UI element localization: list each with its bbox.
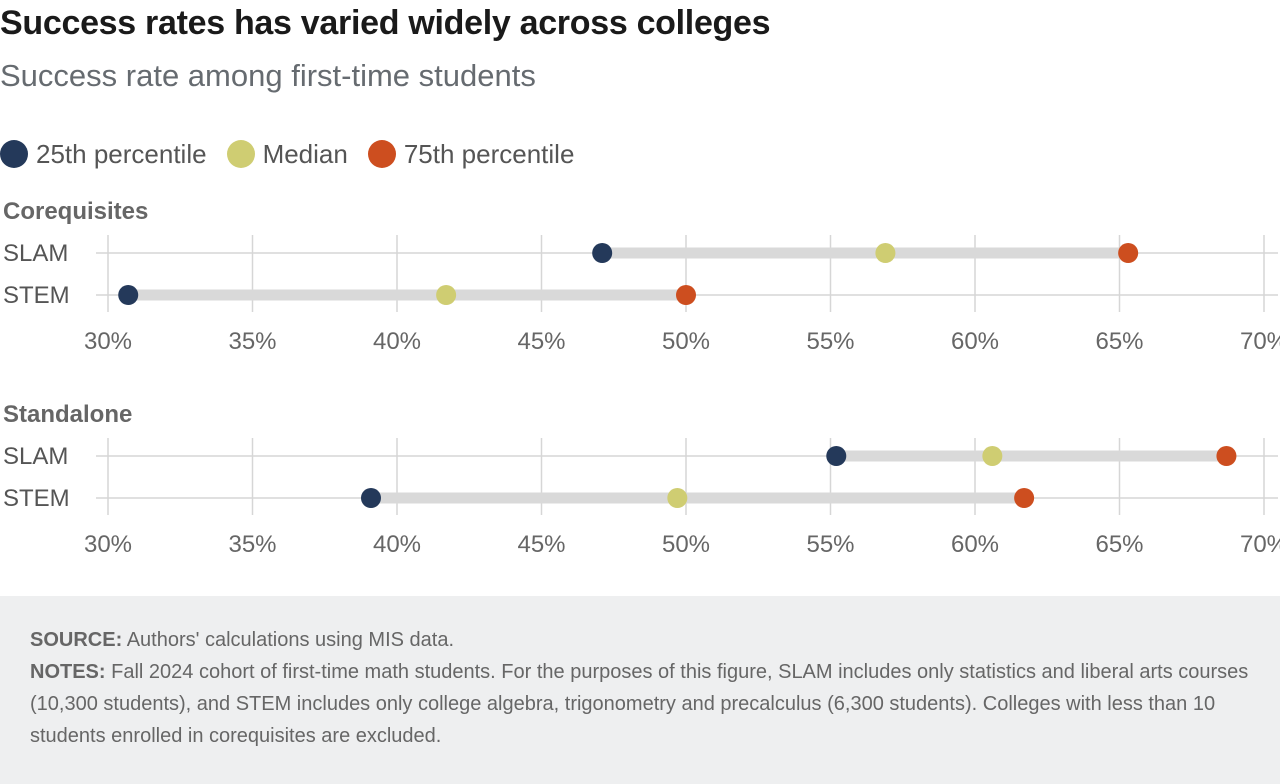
x-tick-label-corequisites: 45% [517,328,565,355]
category-label-standalone-slam: SLAM [3,443,68,470]
panel-title-corequisites: Corequisites [3,198,148,225]
x-tick-label-standalone: 45% [517,531,565,558]
x-tick-label-corequisites: 30% [84,328,132,355]
legend-label-25th: 25th percentile [36,138,207,169]
legend: 25th percentile Median 75th percentile [0,138,594,170]
x-tick-label-standalone: 65% [1095,531,1143,558]
x-tick-label-standalone: 35% [228,531,276,558]
x-tick-label-corequisites: 70% [1240,328,1280,355]
chart-title: Success rates has varied widely across c… [0,4,771,42]
category-label-standalone-stem: STEM [3,485,70,512]
x-tick-label-corequisites: 40% [373,328,421,355]
source-line: SOURCE: Authors' calculations using MIS … [30,624,1250,656]
category-label-corequisites-stem: STEM [3,282,70,309]
source-text: Authors' calculations using MIS data. [126,629,455,651]
legend-swatch-75th [367,140,396,168]
legend-item-median: Median [226,138,348,170]
dot-standalone-stem-25th-percentile: 25th percentile: 39.1% [360,488,381,508]
legend-item-25th: 25th percentile [0,139,207,170]
dot-standalone-slam-25th-percentile: 25th percentile: 55.2% [826,446,847,466]
dot-standalone-slam-75th-percentile: 75th percentile: 68.7% [1216,446,1237,466]
x-tick-label-standalone: 50% [662,531,710,558]
x-tick-label-corequisites: 65% [1095,328,1143,355]
notes-text: Fall 2024 cohort of first-time math stud… [30,661,1249,747]
dot-standalone-slam-median: Median: 60.6% [982,446,1003,466]
source-label: SOURCE: [30,629,123,651]
legend-label-75th: 75th percentile [403,138,575,169]
x-tick-label-corequisites: 50% [662,328,710,355]
dot-corequisites-slam-75th-percentile: 75th percentile: 65.3% [1118,243,1139,263]
x-tick-label-corequisites: 55% [806,328,854,355]
dot-corequisites-slam-median: Median: 56.9% [875,243,896,263]
x-tick-label-corequisites: 60% [951,328,999,355]
notes-label: NOTES: [30,661,106,683]
x-tick-label-standalone: 60% [951,531,999,558]
x-tick-label-standalone: 70% [1240,531,1280,558]
x-tick-label-standalone: 30% [84,531,132,558]
dot-standalone-stem-75th-percentile: 75th percentile: 61.7% [1014,488,1035,508]
legend-item-75th: 75th percentile [367,138,575,170]
dot-range-chart: Corequisites 30% 35% 40% 45% 50% 55% 60% 65% 70% S… [3,198,1280,558]
footer-notes: SOURCE: Authors' calculations using MIS … [0,596,1280,784]
legend-swatch-25th [0,140,28,168]
notes-line: NOTES: Fall 2024 cohort of first-time ma… [30,656,1250,752]
legend-label-median: Median [262,138,348,169]
dot-corequisites-stem-75th-percentile: 75th percentile: 50% [676,285,696,305]
dot-corequisites-slam-25th-percentile: 25th percentile: 47.1% [592,243,613,263]
category-label-corequisites-slam: SLAM [3,240,68,267]
x-tick-label-standalone: 40% [373,531,421,558]
legend-swatch-median [226,140,255,168]
dot-standalone-stem-median: Median: 49.7% [667,488,688,508]
dot-corequisites-stem-25th-percentile: 25th percentile: 30.7% [118,285,139,305]
x-tick-label-standalone: 55% [806,531,854,558]
panel-title-standalone: Standalone [3,401,132,428]
x-tick-label-corequisites: 35% [228,328,276,355]
dot-corequisites-stem-median: Median: 41.7% [436,285,457,305]
chart-subtitle: Success rate among first-time students [0,58,536,93]
